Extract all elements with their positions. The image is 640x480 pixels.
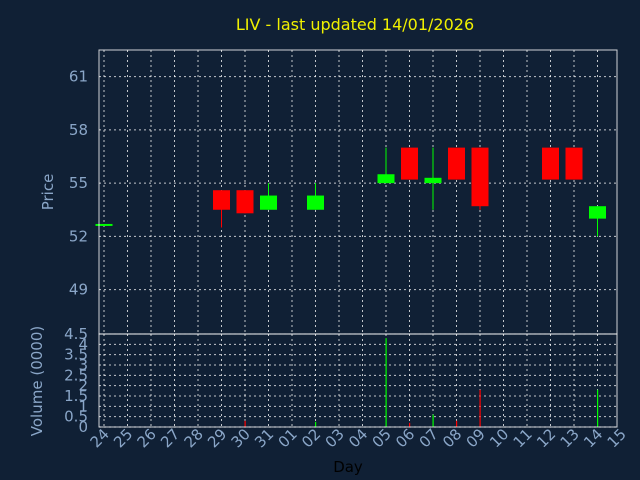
x-tick-label: 30	[228, 425, 254, 451]
candle	[307, 183, 324, 210]
candle	[448, 147, 465, 180]
price-tick-label: 49	[69, 281, 88, 299]
candle-body	[424, 177, 442, 184]
candle	[260, 183, 277, 210]
x-tick-label: 28	[181, 425, 207, 451]
price-grid	[99, 50, 617, 334]
candle	[542, 147, 559, 180]
price-axis-label: Price	[39, 174, 57, 211]
volume-bar	[385, 338, 387, 427]
volume-tick-label: 1.5	[64, 387, 88, 405]
x-tick-label: 10	[486, 425, 512, 451]
x-tick-label: 07	[416, 425, 442, 451]
x-tick-label: 13	[557, 425, 583, 451]
price-tick-label: 52	[69, 227, 88, 245]
candle	[401, 147, 418, 180]
candles	[95, 147, 606, 237]
candle	[377, 147, 395, 184]
candle	[424, 147, 442, 210]
candle-body	[260, 195, 277, 210]
volume-bar	[597, 389, 599, 427]
x-tick-label: 14	[580, 425, 606, 451]
candle	[565, 147, 583, 180]
volume-grid	[99, 333, 617, 428]
volume-bars	[244, 338, 599, 427]
x-tick-label: 09	[463, 425, 489, 451]
x-tick-label: 02	[298, 425, 324, 451]
volume-panel: 00.511.522.533.544.5 Volume (0000)	[28, 325, 618, 436]
x-tick-label: 26	[134, 425, 160, 451]
volume-tick-label: 3.5	[64, 346, 88, 364]
volume-tick-label: 0.5	[64, 408, 88, 426]
x-tick-label: 05	[369, 425, 395, 451]
price-tick-label: 55	[69, 174, 88, 192]
price-frame	[98, 49, 618, 335]
candle	[471, 147, 489, 210]
x-axis-ticks: 2425262728293031010203040506070809101112…	[87, 425, 630, 451]
volume-frame	[98, 333, 618, 428]
candle-body	[589, 206, 606, 219]
volume-tick-label: 2	[78, 377, 88, 395]
volume-tick-label: 1	[78, 397, 88, 415]
candle-body	[471, 147, 489, 207]
x-tick-label: 01	[275, 425, 301, 451]
candle-body	[307, 195, 324, 210]
candle-body	[95, 223, 113, 226]
volume-bar	[479, 389, 481, 427]
x-tick-label: 11	[510, 425, 536, 451]
volume-tick-label: 4	[78, 335, 88, 353]
candle	[213, 190, 230, 228]
x-tick-label: 06	[392, 425, 418, 451]
volume-tick-label: 3	[78, 356, 88, 374]
candle	[95, 223, 113, 226]
price-tick-label: 58	[69, 121, 88, 139]
price-y-ticks: 49 52 55 58 61	[69, 68, 88, 299]
candle	[236, 190, 254, 214]
x-tick-label: 24	[87, 425, 113, 451]
volume-bar	[409, 422, 411, 427]
volume-tick-label: 2.5	[64, 366, 88, 384]
x-axis-label: Day	[333, 458, 363, 476]
x-tick-label: 08	[439, 425, 465, 451]
candle-body	[236, 190, 254, 214]
x-tick-label: 12	[533, 425, 559, 451]
x-tick-label: 25	[110, 425, 136, 451]
volume-bar	[432, 414, 434, 427]
candle-body	[377, 174, 395, 184]
candle-body	[448, 147, 465, 180]
x-tick-label: 15	[604, 425, 630, 451]
x-tick-label: 29	[204, 425, 230, 451]
price-tick-label: 61	[69, 68, 88, 86]
candle	[589, 206, 606, 237]
x-tick-label: 27	[157, 425, 183, 451]
candle-body	[565, 147, 583, 180]
volume-y-ticks: 00.511.522.533.544.5	[64, 325, 88, 436]
volume-axis-label: Volume (0000)	[28, 326, 46, 436]
candle-body	[542, 147, 559, 180]
candle-body	[213, 190, 230, 210]
volume-tick-label: 0	[78, 418, 88, 436]
volume-bar	[315, 421, 317, 427]
volume-bar	[244, 420, 246, 427]
x-tick-label: 03	[322, 425, 348, 451]
chart-title: LIV - last updated 14/01/2026	[236, 15, 474, 34]
candle-body	[401, 147, 418, 180]
volume-tick-label: 4.5	[64, 325, 88, 343]
price-panel: 49 52 55 58 61 Price	[39, 49, 618, 335]
x-tick-label: 04	[345, 425, 371, 451]
volume-bar	[456, 420, 458, 427]
x-tick-label: 31	[251, 425, 277, 451]
